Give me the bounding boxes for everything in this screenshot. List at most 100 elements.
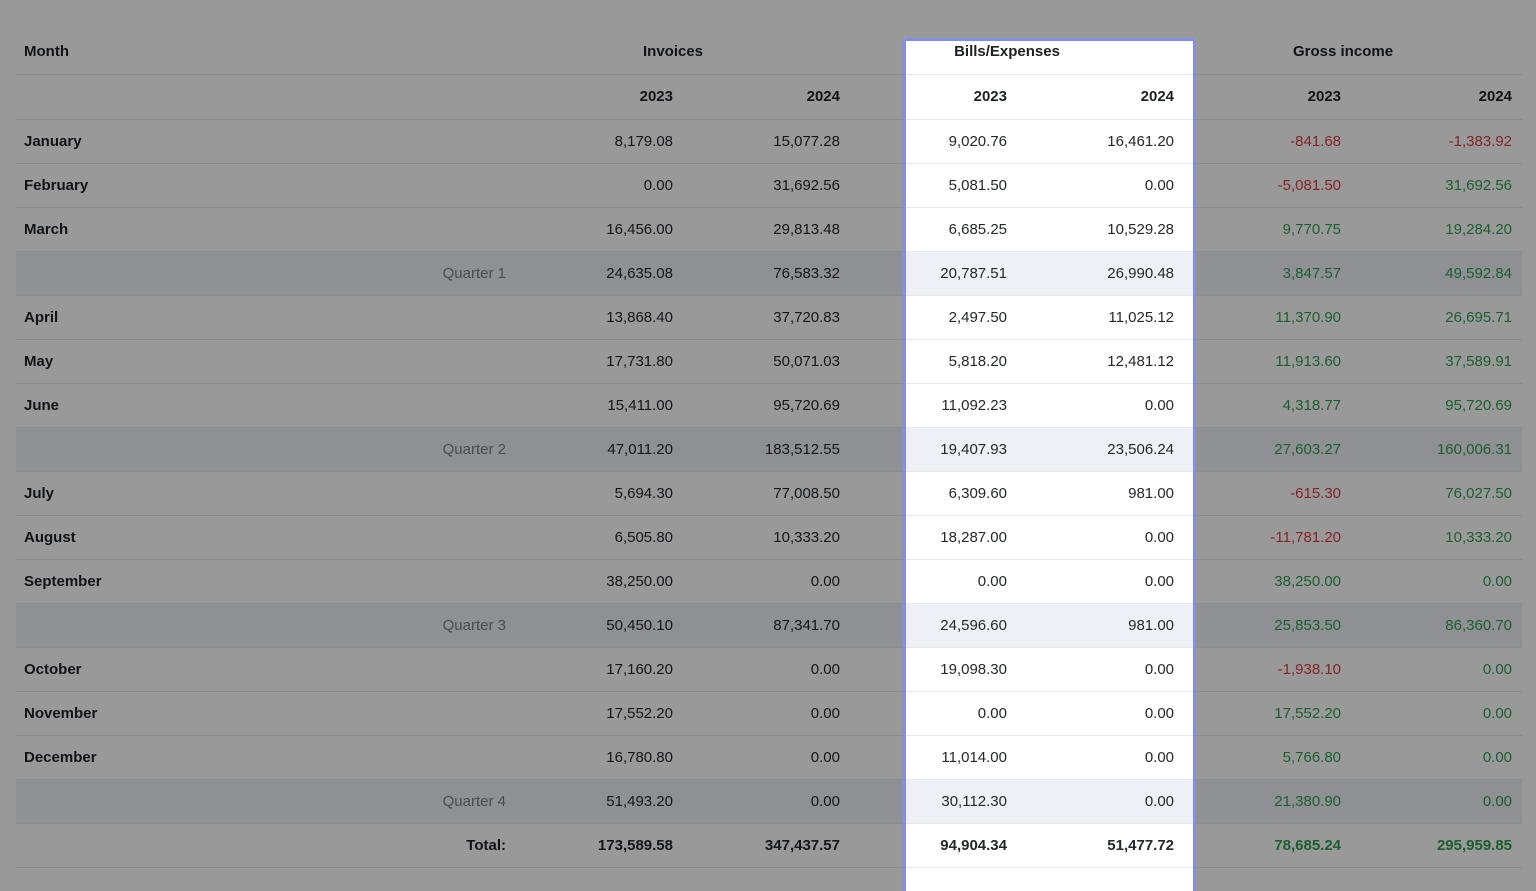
invoices-value: 16,456.00 bbox=[506, 207, 673, 252]
gross-income-value: 11,913.60 bbox=[1174, 339, 1342, 384]
quarter-row: Quarter 2 47,011.20 183,512.55 19,407.93 23,… bbox=[16, 427, 1523, 472]
row-label: Quarter 1 bbox=[16, 251, 506, 296]
invoices-value: 31,692.56 bbox=[673, 163, 840, 208]
invoices-value: 0.00 bbox=[673, 559, 840, 604]
bills-value: 94,904.34 bbox=[840, 823, 1007, 868]
invoices-value: 0.00 bbox=[673, 691, 840, 736]
bills-value: 24,596.60 bbox=[840, 603, 1007, 648]
bills-value: 23,506.24 bbox=[1007, 427, 1175, 472]
gross-income-value: 9,770.75 bbox=[1174, 207, 1342, 252]
row-label: May bbox=[16, 339, 506, 384]
gross-income-value: 10,333.20 bbox=[1341, 515, 1523, 560]
bills-value: 11,025.12 bbox=[1007, 295, 1175, 340]
bills-value: 19,098.30 bbox=[840, 647, 1007, 692]
gross-income-value: 4,318.77 bbox=[1174, 383, 1342, 428]
row-label: Quarter 3 bbox=[16, 603, 506, 648]
invoices-value: 95,720.69 bbox=[673, 383, 840, 428]
row-label: August bbox=[16, 515, 506, 560]
table-row: February 0.00 31,692.56 5,081.50 0.00 -5,081.… bbox=[16, 163, 1523, 208]
bills-value: 10,529.28 bbox=[1007, 207, 1175, 252]
gross-income-value: 86,360.70 bbox=[1341, 603, 1523, 648]
bills-value: 11,014.00 bbox=[840, 735, 1007, 780]
bills-value: 0.00 bbox=[1007, 647, 1175, 692]
bills-value: 9,020.76 bbox=[840, 119, 1007, 164]
row-label: Total: bbox=[16, 823, 506, 868]
financial-report-table: Month Invoices Bills/Expenses Gross inco… bbox=[16, 30, 1523, 868]
invoices-value: 6,505.80 bbox=[506, 515, 673, 560]
table-row: March 16,456.00 29,813.48 6,685.25 10,529.28… bbox=[16, 207, 1523, 252]
report-page: Month Invoices Bills/Expenses Gross inco… bbox=[0, 30, 1536, 891]
table-row: September 38,250.00 0.00 0.00 0.00 38,250.00 0… bbox=[16, 559, 1523, 604]
gross-income-value: 295,959.85 bbox=[1341, 823, 1523, 868]
bills-value: 16,461.20 bbox=[1007, 119, 1175, 164]
bills-value: 20,787.51 bbox=[840, 251, 1007, 296]
bills-value: 30,112.30 bbox=[840, 779, 1007, 824]
quarter-row: Quarter 4 51,493.20 0.00 30,112.30 0.00 21,38… bbox=[16, 779, 1523, 824]
gross-income-value: -11,781.20 bbox=[1174, 515, 1342, 560]
year-header-row: 2023 2024 2023 2024 2023 2024 bbox=[16, 74, 1523, 120]
invoices-year-2023-header: 2023 bbox=[506, 74, 673, 120]
invoices-value: 24,635.08 bbox=[506, 251, 673, 296]
bills-value: 6,309.60 bbox=[840, 471, 1007, 516]
invoices-value: 173,589.58 bbox=[506, 823, 673, 868]
row-label: November bbox=[16, 691, 506, 736]
bills-value: 0.00 bbox=[840, 691, 1007, 736]
bills-value: 0.00 bbox=[1007, 559, 1175, 604]
gross-income-value: 0.00 bbox=[1341, 559, 1523, 604]
invoices-value: 5,694.30 bbox=[506, 471, 673, 516]
invoices-value: 37,720.83 bbox=[673, 295, 840, 340]
gross-income-value: 31,692.56 bbox=[1341, 163, 1523, 208]
gross-income-value: 49,592.84 bbox=[1341, 251, 1523, 296]
row-label: June bbox=[16, 383, 506, 428]
bills-value: 18,287.00 bbox=[840, 515, 1007, 560]
gross-income-value: 0.00 bbox=[1341, 735, 1523, 780]
gross-income-value: 19,284.20 bbox=[1341, 207, 1523, 252]
bills-value: 0.00 bbox=[1007, 735, 1175, 780]
bills-value: 5,081.50 bbox=[840, 163, 1007, 208]
gross-income-value: -841.68 bbox=[1174, 119, 1342, 164]
invoices-value: 183,512.55 bbox=[673, 427, 840, 472]
table-row: July 5,694.30 77,008.50 6,309.60 981.00 -615.… bbox=[16, 471, 1523, 516]
table-row: May 17,731.80 50,071.03 5,818.20 12,481.12 11… bbox=[16, 339, 1523, 384]
row-label: July bbox=[16, 471, 506, 516]
bills-value: 981.00 bbox=[1007, 603, 1175, 648]
table-row: November 17,552.20 0.00 0.00 0.00 17,552.20 0.… bbox=[16, 691, 1523, 736]
invoices-value: 51,493.20 bbox=[506, 779, 673, 824]
invoices-value: 50,450.10 bbox=[506, 603, 673, 648]
bills-value: 0.00 bbox=[840, 559, 1007, 604]
gross-year-2023-header: 2023 bbox=[1174, 74, 1342, 120]
gross-income-value: -1,938.10 bbox=[1174, 647, 1342, 692]
table-row: August 6,505.80 10,333.20 18,287.00 0.00 -11,… bbox=[16, 515, 1523, 560]
gross-income-value: 11,370.90 bbox=[1174, 295, 1342, 340]
invoices-value: 0.00 bbox=[673, 647, 840, 692]
bills-value: 5,818.20 bbox=[840, 339, 1007, 384]
gross-income-value: 17,552.20 bbox=[1174, 691, 1342, 736]
bills-expenses-group-header: Bills/Expenses bbox=[840, 30, 1175, 75]
bills-year-2023-header: 2023 bbox=[840, 74, 1007, 120]
year-header-spacer bbox=[16, 74, 506, 120]
gross-income-value: 38,250.00 bbox=[1174, 559, 1342, 604]
table-row: April 13,868.40 37,720.83 2,497.50 11,025.12… bbox=[16, 295, 1523, 340]
gross-income-value: 27,603.27 bbox=[1174, 427, 1342, 472]
bills-value: 19,407.93 bbox=[840, 427, 1007, 472]
group-header-row: Month Invoices Bills/Expenses Gross inco… bbox=[16, 30, 1523, 75]
invoices-value: 87,341.70 bbox=[673, 603, 840, 648]
gross-income-value: 0.00 bbox=[1341, 647, 1523, 692]
gross-income-value: 0.00 bbox=[1341, 779, 1523, 824]
row-label: April bbox=[16, 295, 506, 340]
row-label: Quarter 4 bbox=[16, 779, 506, 824]
month-column-header: Month bbox=[16, 30, 506, 75]
invoices-value: 0.00 bbox=[673, 779, 840, 824]
bills-value: 0.00 bbox=[1007, 383, 1175, 428]
gross-income-value: -5,081.50 bbox=[1174, 163, 1342, 208]
row-label: October bbox=[16, 647, 506, 692]
invoices-value: 13,868.40 bbox=[506, 295, 673, 340]
gross-income-value: 3,847.57 bbox=[1174, 251, 1342, 296]
bills-value: 11,092.23 bbox=[840, 383, 1007, 428]
invoices-value: 38,250.00 bbox=[506, 559, 673, 604]
gross-income-value: 26,695.71 bbox=[1341, 295, 1523, 340]
row-label: December bbox=[16, 735, 506, 780]
invoices-value: 0.00 bbox=[673, 735, 840, 780]
bills-value: 51,477.72 bbox=[1007, 823, 1175, 868]
invoices-value: 0.00 bbox=[506, 163, 673, 208]
